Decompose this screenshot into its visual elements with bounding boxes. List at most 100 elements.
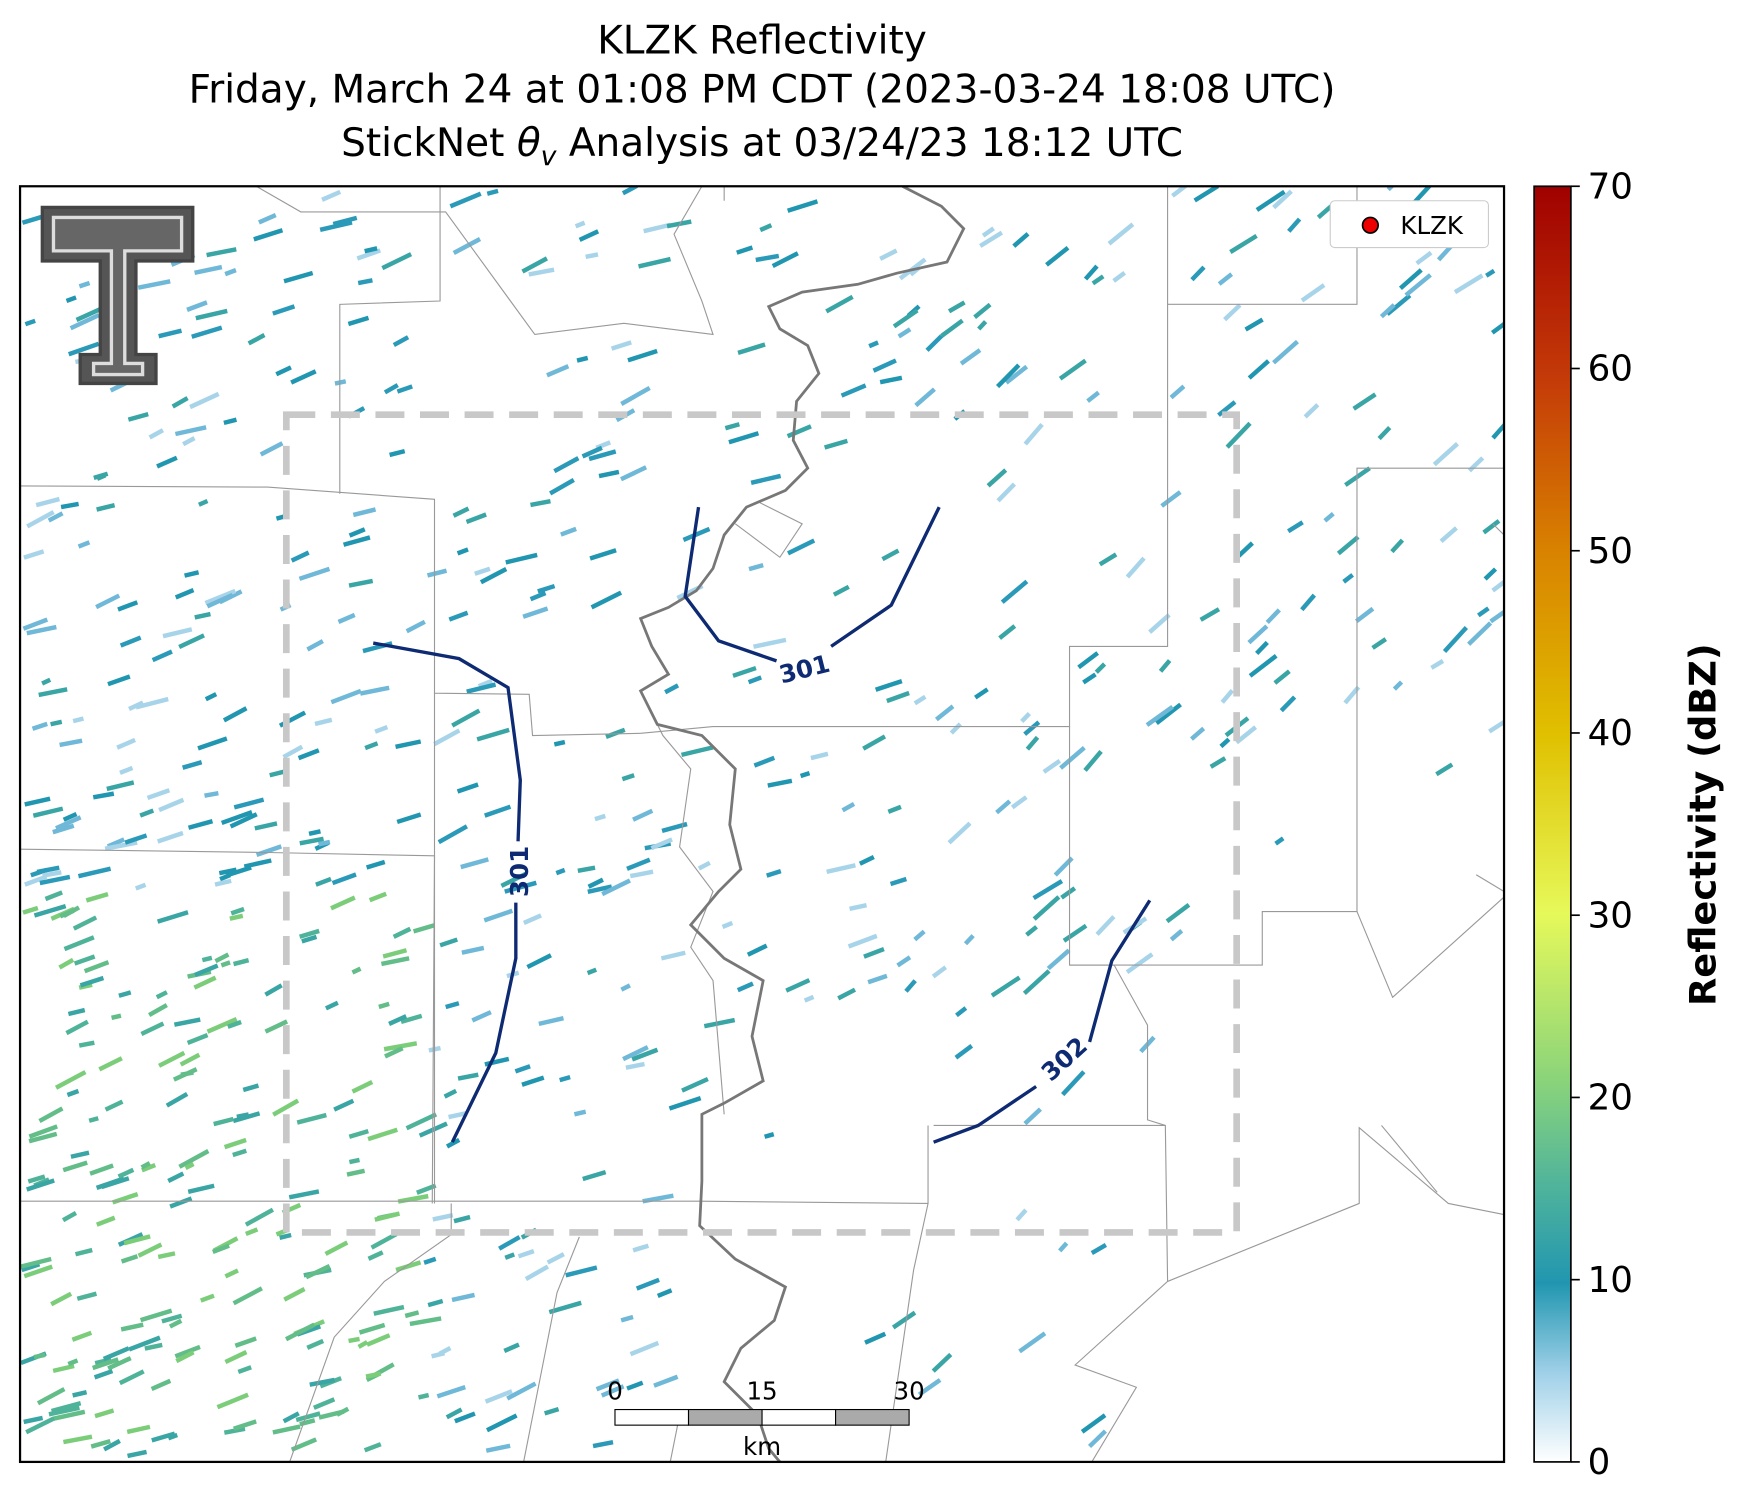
echo bbox=[1483, 567, 1498, 581]
echo bbox=[1355, 606, 1375, 624]
echo bbox=[236, 1112, 250, 1120]
colorbar-gradient bbox=[1533, 185, 1572, 1463]
echo bbox=[660, 950, 686, 961]
echo bbox=[1255, 640, 1269, 656]
echo bbox=[1377, 425, 1392, 441]
echo bbox=[1199, 607, 1221, 622]
echo bbox=[400, 1013, 423, 1025]
echo bbox=[747, 675, 762, 685]
echo bbox=[204, 588, 237, 606]
echo bbox=[169, 1196, 193, 1209]
scale-bar-unit: km bbox=[743, 1432, 781, 1461]
echo bbox=[272, 1098, 300, 1117]
echo bbox=[1148, 613, 1171, 634]
echo bbox=[31, 721, 48, 731]
echo bbox=[146, 788, 171, 801]
title-line: StickNet θv Analysis at 03/24/23 18:12 U… bbox=[341, 121, 1183, 172]
echo bbox=[445, 1137, 461, 1149]
echo bbox=[1432, 442, 1459, 467]
echo bbox=[201, 955, 213, 963]
echo bbox=[1489, 603, 1505, 624]
echo bbox=[1165, 903, 1191, 924]
echo bbox=[1025, 925, 1038, 937]
echo bbox=[1004, 364, 1029, 385]
echo bbox=[621, 773, 635, 782]
echo bbox=[913, 929, 926, 942]
echo bbox=[348, 1128, 369, 1139]
echo bbox=[587, 884, 613, 894]
echo bbox=[367, 1127, 398, 1142]
echo bbox=[629, 869, 654, 879]
echo bbox=[178, 1149, 210, 1169]
echo bbox=[378, 1001, 390, 1010]
echo bbox=[278, 710, 307, 728]
echo bbox=[184, 1161, 195, 1170]
echo bbox=[95, 1215, 116, 1227]
echo bbox=[1287, 217, 1302, 233]
echo bbox=[931, 965, 948, 979]
echo bbox=[840, 383, 867, 398]
echo bbox=[24, 796, 51, 807]
echo bbox=[466, 682, 497, 694]
scale-bar-tick-label: 30 bbox=[894, 1377, 925, 1406]
echo bbox=[863, 946, 885, 959]
echo bbox=[389, 448, 406, 458]
echo bbox=[959, 348, 982, 366]
echo bbox=[574, 220, 586, 229]
echo bbox=[543, 1407, 560, 1416]
echo bbox=[308, 829, 321, 837]
echo bbox=[787, 538, 816, 556]
echo bbox=[62, 1160, 88, 1173]
echo bbox=[189, 391, 220, 410]
echo bbox=[127, 411, 149, 422]
echo bbox=[635, 1277, 660, 1291]
legend: KLZK bbox=[1329, 200, 1489, 249]
echo bbox=[299, 928, 320, 939]
echo bbox=[283, 270, 314, 284]
echo bbox=[68, 341, 100, 357]
echo bbox=[600, 1384, 625, 1398]
echo bbox=[1404, 273, 1432, 297]
echo bbox=[589, 548, 617, 561]
echo bbox=[825, 294, 854, 314]
echo bbox=[214, 878, 232, 887]
echo bbox=[374, 724, 389, 734]
echo bbox=[955, 1006, 968, 1018]
echo bbox=[162, 627, 193, 639]
echo bbox=[38, 1106, 64, 1124]
echo bbox=[313, 1397, 336, 1410]
echo bbox=[626, 857, 651, 871]
echo bbox=[1046, 948, 1071, 971]
echo bbox=[174, 587, 195, 600]
echo bbox=[1467, 621, 1493, 646]
echo bbox=[347, 315, 370, 327]
echo bbox=[272, 1424, 301, 1435]
echo bbox=[879, 375, 903, 385]
echo bbox=[223, 1137, 247, 1150]
echo bbox=[1412, 186, 1436, 204]
echo bbox=[55, 815, 82, 831]
echo bbox=[156, 455, 178, 469]
echo bbox=[396, 384, 413, 394]
echo bbox=[20, 1256, 52, 1269]
echo bbox=[1080, 1413, 1107, 1434]
echo bbox=[22, 905, 39, 915]
echo bbox=[872, 358, 897, 373]
echo bbox=[436, 1385, 466, 1399]
echo bbox=[786, 199, 819, 213]
echo bbox=[74, 1247, 93, 1257]
echo bbox=[42, 870, 62, 878]
echo bbox=[1091, 274, 1105, 286]
echo bbox=[272, 304, 296, 316]
echo bbox=[392, 335, 410, 348]
echo bbox=[275, 365, 292, 377]
echo bbox=[1247, 624, 1269, 645]
echo bbox=[1379, 303, 1396, 319]
echo bbox=[638, 256, 671, 269]
echo bbox=[1010, 795, 1028, 810]
echo bbox=[127, 1449, 148, 1459]
echo bbox=[1217, 400, 1237, 417]
echo bbox=[26, 510, 55, 529]
echo bbox=[165, 1092, 189, 1108]
echo bbox=[620, 983, 631, 992]
